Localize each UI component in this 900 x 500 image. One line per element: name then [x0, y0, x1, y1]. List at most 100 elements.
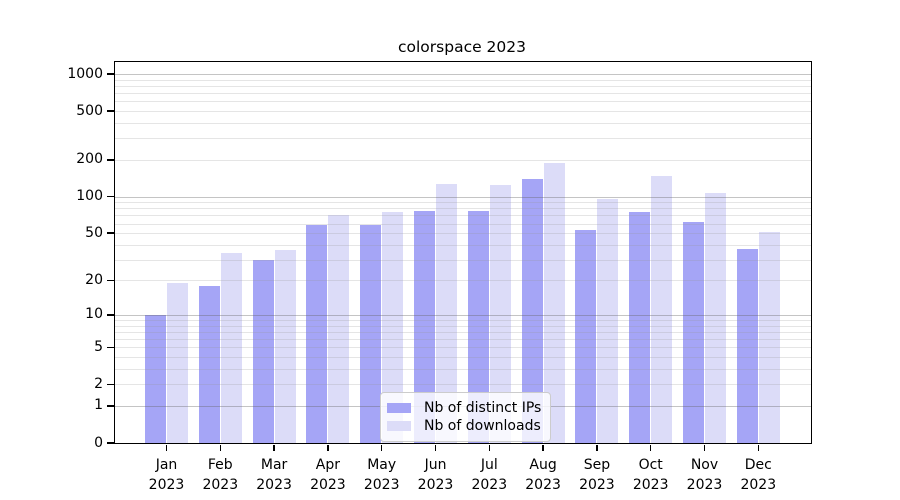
minor-gridline [115, 79, 811, 81]
bar-distinct-ips-jun [414, 211, 435, 443]
x-tick-month: Jan [155, 457, 178, 473]
y-tick [106, 279, 114, 282]
y-tick-label: 1000 [67, 65, 103, 82]
minor-gridline [115, 320, 811, 322]
x-tick-label: Nov 2023 [662, 456, 748, 495]
x-tick-year: 2023 [417, 476, 454, 493]
y-tick-label: 500 [76, 102, 103, 119]
bar-distinct-ips-dec [736, 248, 758, 443]
bar-distinct-ips-jan [145, 314, 166, 443]
x-tick-month: Jul [480, 457, 498, 473]
bar-distinct-ips-may [360, 225, 382, 443]
x-tick [434, 444, 437, 451]
minor-gridline [115, 233, 811, 235]
x-tick-year: 2023 [471, 476, 508, 493]
x-tick-month: Sep [583, 457, 611, 473]
y-tick [106, 314, 114, 316]
y-tick-label: 1 [94, 397, 103, 414]
major-gridline [115, 196, 811, 198]
y-tick-label: 10 [85, 306, 103, 323]
plot-area: Nb of distinct IPs Nb of downloads Jan 20… [67, 61, 812, 493]
minor-gridline [115, 223, 811, 225]
bar-downloads-jul [489, 185, 511, 443]
minor-gridline [115, 101, 811, 103]
x-tick-label: Jul 2023 [446, 456, 532, 495]
x-tick-year: 2023 [740, 476, 777, 493]
x-tick-label: Apr 2023 [285, 456, 371, 495]
legend-label-downloads: Nb of downloads [424, 418, 541, 434]
x-tick [381, 444, 383, 451]
x-tick [219, 444, 221, 451]
major-gridline [115, 74, 811, 76]
bar-distinct-ips-nov [683, 221, 704, 443]
bar-downloads-jun [436, 183, 457, 443]
minor-gridline [115, 159, 811, 161]
x-tick-label: May 2023 [339, 456, 425, 495]
bar-downloads-mar [274, 250, 296, 443]
major-gridline [115, 314, 811, 316]
bar-downloads-dec [758, 232, 780, 443]
bar-downloads-apr [328, 215, 350, 443]
bar-distinct-ips-sep [575, 230, 597, 443]
minor-gridline [115, 202, 811, 204]
y-tick-label: 200 [76, 151, 103, 168]
x-tick [542, 444, 544, 451]
minor-gridline [115, 368, 811, 370]
x-tick [650, 444, 652, 451]
minor-gridline [115, 339, 811, 341]
y-tick-label: 0 [94, 434, 103, 451]
x-tick-label: Jan 2023 [124, 456, 210, 495]
minor-gridline [115, 86, 811, 88]
minor-gridline [115, 325, 811, 327]
y-tick [106, 232, 114, 234]
x-tick-label: Oct 2023 [608, 456, 694, 495]
minor-gridline [115, 93, 811, 95]
chart-title: colorspace 2023 [397, 38, 526, 56]
x-tick [165, 444, 168, 451]
x-tick [757, 444, 759, 451]
minor-gridline [115, 259, 811, 261]
x-tick-year: 2023 [525, 476, 561, 493]
legend: Nb of distinct IPs Nb of downloads [380, 392, 552, 442]
bar-downloads-sep [597, 198, 619, 443]
minor-gridline [115, 357, 811, 359]
x-tick-month: Aug [529, 457, 557, 473]
x-tick-label: Dec 2023 [715, 456, 801, 495]
x-tick-label: Feb 2023 [177, 456, 263, 495]
legend-item-downloads: Nb of downloads [387, 417, 541, 435]
y-tick-label: 20 [85, 271, 103, 288]
bar-downloads-jan [167, 283, 188, 443]
bar-distinct-ips-mar [252, 259, 274, 443]
x-tick-month: Mar [260, 457, 288, 473]
bar-downloads-aug [543, 163, 565, 443]
x-tick-month: Jun [424, 457, 447, 473]
x-tick-year: 2023 [579, 476, 615, 493]
x-tick-month: May [367, 457, 397, 473]
legend-item-distinct-ips: Nb of distinct IPs [387, 399, 541, 417]
x-tick-month: Nov [690, 457, 719, 473]
x-tick [703, 444, 706, 451]
x-tick-month: Dec [744, 457, 772, 473]
y-tick [106, 195, 114, 198]
x-tick-month: Apr [315, 457, 340, 473]
bar-downloads-feb [220, 253, 242, 443]
bar-downloads-nov [705, 192, 726, 443]
bar-distinct-ips-feb [198, 285, 220, 443]
bar-distinct-ips-apr [306, 225, 328, 443]
y-tick-label: 2 [94, 375, 103, 392]
bar-downloads-oct [651, 175, 673, 443]
minor-gridline [115, 384, 811, 386]
y-tick-label: 50 [85, 224, 103, 241]
x-tick-year: 2023 [686, 476, 723, 493]
x-tick-year: 2023 [202, 476, 239, 493]
x-tick-label: Aug 2023 [500, 456, 586, 495]
x-tick-label: Jun 2023 [393, 456, 479, 495]
bar-distinct-ips-jul [467, 211, 489, 443]
bar-distinct-ips-aug [521, 178, 543, 443]
minor-gridline [115, 331, 811, 333]
y-tick [106, 346, 114, 349]
x-tick-year: 2023 [256, 476, 292, 493]
x-tick-year: 2023 [310, 476, 346, 493]
minor-gridline [115, 215, 811, 217]
